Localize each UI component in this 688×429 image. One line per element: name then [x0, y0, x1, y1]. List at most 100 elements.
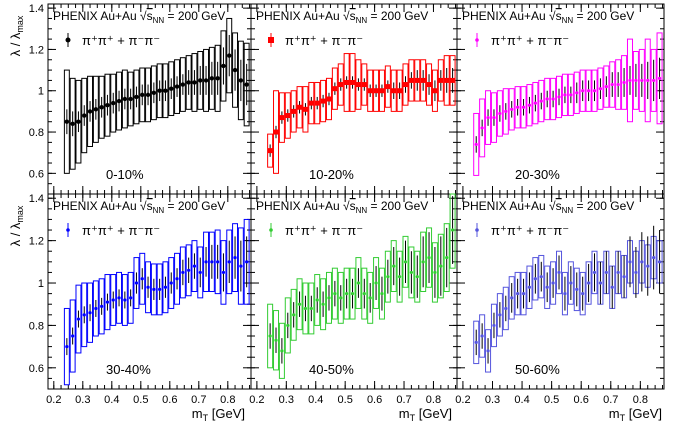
sys-error-box [237, 227, 244, 305]
data-point [285, 113, 291, 119]
legend-series-label: π⁺π⁺ + π⁻π⁻ [82, 33, 160, 48]
sys-error-box [573, 267, 580, 312]
sys-error-box [538, 79, 545, 123]
data-point [192, 80, 197, 85]
data-point [610, 285, 614, 289]
data-point [333, 292, 337, 296]
sys-error-box [597, 67, 604, 110]
data-point [545, 285, 549, 289]
sys-error-box [290, 90, 297, 133]
data-point [628, 78, 632, 83]
data-point [327, 296, 331, 300]
data-point [152, 287, 156, 291]
sys-error-box [561, 271, 568, 316]
data-point [427, 255, 431, 260]
data-point [65, 345, 69, 349]
sys-error-box [314, 81, 321, 125]
data-point [604, 85, 608, 89]
sys-error-box [87, 282, 94, 343]
data-point [569, 93, 573, 97]
data-point [350, 79, 356, 85]
data-point [145, 92, 151, 98]
legend: PHENIX Au+Au √sNN = 200 GeV π⁺π⁺ + π⁻π⁻ [53, 199, 225, 238]
panel-30-40pct: 0.6 0.8 1 1.2 1.4 0.2 0.3 0.4 0.5 0.6 0.7 0.8 PHENIX… [29, 193, 252, 406]
data-point [604, 270, 608, 275]
sys-error-box [314, 274, 321, 326]
sys-error-box [121, 274, 128, 326]
panel-10-20pct: PHENIX Au+Au √sNN = 200 GeV π⁺π⁺ + π⁻π⁻ 10… [250, 3, 458, 195]
legend-series-label: π⁺π⁺ + π⁻π⁻ [491, 223, 569, 238]
data-point [204, 260, 208, 264]
y-axis-label-top: λ / λmax [8, 15, 25, 56]
sys-error-box [538, 254, 545, 299]
y-tick-label: 1.2 [29, 44, 44, 56]
sys-error-box [550, 261, 557, 305]
data-point [339, 296, 343, 300]
data-point [76, 119, 81, 124]
data-point [533, 101, 537, 105]
sys-error-box [514, 271, 521, 316]
sys-error-box [473, 320, 480, 365]
sys-error-box [63, 307, 70, 386]
sys-error-box [121, 69, 128, 129]
sys-error-box [75, 284, 82, 354]
sys-error-box [556, 75, 563, 119]
data-point [128, 96, 133, 102]
sys-error-box [63, 69, 70, 174]
legend-series-label: π⁺π⁺ + π⁻π⁻ [285, 223, 363, 238]
sys-error-box [420, 59, 427, 102]
data-point [504, 109, 508, 113]
sys-error-box [284, 92, 291, 139]
sys-error-box [408, 59, 415, 102]
sys-error-box [208, 46, 215, 110]
sys-error-box [203, 48, 210, 112]
sys-error-box [426, 63, 433, 106]
data-point [433, 270, 437, 275]
sys-error-box [179, 57, 186, 112]
x-tick-label: 0.8 [426, 394, 441, 406]
sys-error-box [214, 229, 221, 295]
sys-error-box [226, 229, 233, 295]
sys-error-box [520, 86, 527, 129]
sys-error-box [220, 240, 227, 305]
data-point [198, 78, 203, 83]
data-point [575, 91, 579, 95]
legend-marker [268, 37, 274, 43]
sys-error-box [162, 261, 169, 314]
sys-error-box [174, 59, 181, 114]
data-point [557, 270, 561, 275]
x-tick-label: 0.2 [46, 394, 61, 406]
data-point [439, 264, 443, 268]
data-point [180, 82, 186, 87]
legend-title: PHENIX Au+Au √sNN = 200 GeV [53, 9, 225, 25]
data-point [321, 302, 325, 306]
data-point [586, 281, 591, 285]
data-point [551, 281, 555, 285]
sys-error-box [426, 227, 433, 288]
data-point [361, 82, 367, 88]
x-tick-label: 0.2 [249, 394, 264, 406]
sys-error-box [168, 61, 175, 117]
panel-50-60pct: 0.2 0.3 0.4 0.5 0.6 0.7 0.8 PHENIX Au+Au √sNN =… [455, 193, 665, 406]
data-point [628, 260, 632, 264]
data-point [163, 285, 168, 289]
data-point [105, 300, 110, 304]
data-point [521, 292, 526, 296]
data-point [367, 88, 373, 94]
sys-error-box [520, 271, 527, 316]
sys-error-box [514, 86, 521, 129]
y-tick-label: 0.8 [29, 127, 44, 139]
data-point [498, 111, 502, 116]
data-point [355, 82, 361, 88]
data-point [76, 317, 81, 321]
data-point [657, 76, 662, 80]
data-point [192, 264, 197, 268]
x-tick-label: 0.7 [191, 394, 206, 406]
sys-error-box [396, 250, 403, 303]
data-point [622, 275, 626, 279]
sys-error-box [573, 71, 580, 114]
data-point [227, 53, 232, 58]
data-point [140, 92, 145, 98]
data-point [557, 95, 561, 99]
